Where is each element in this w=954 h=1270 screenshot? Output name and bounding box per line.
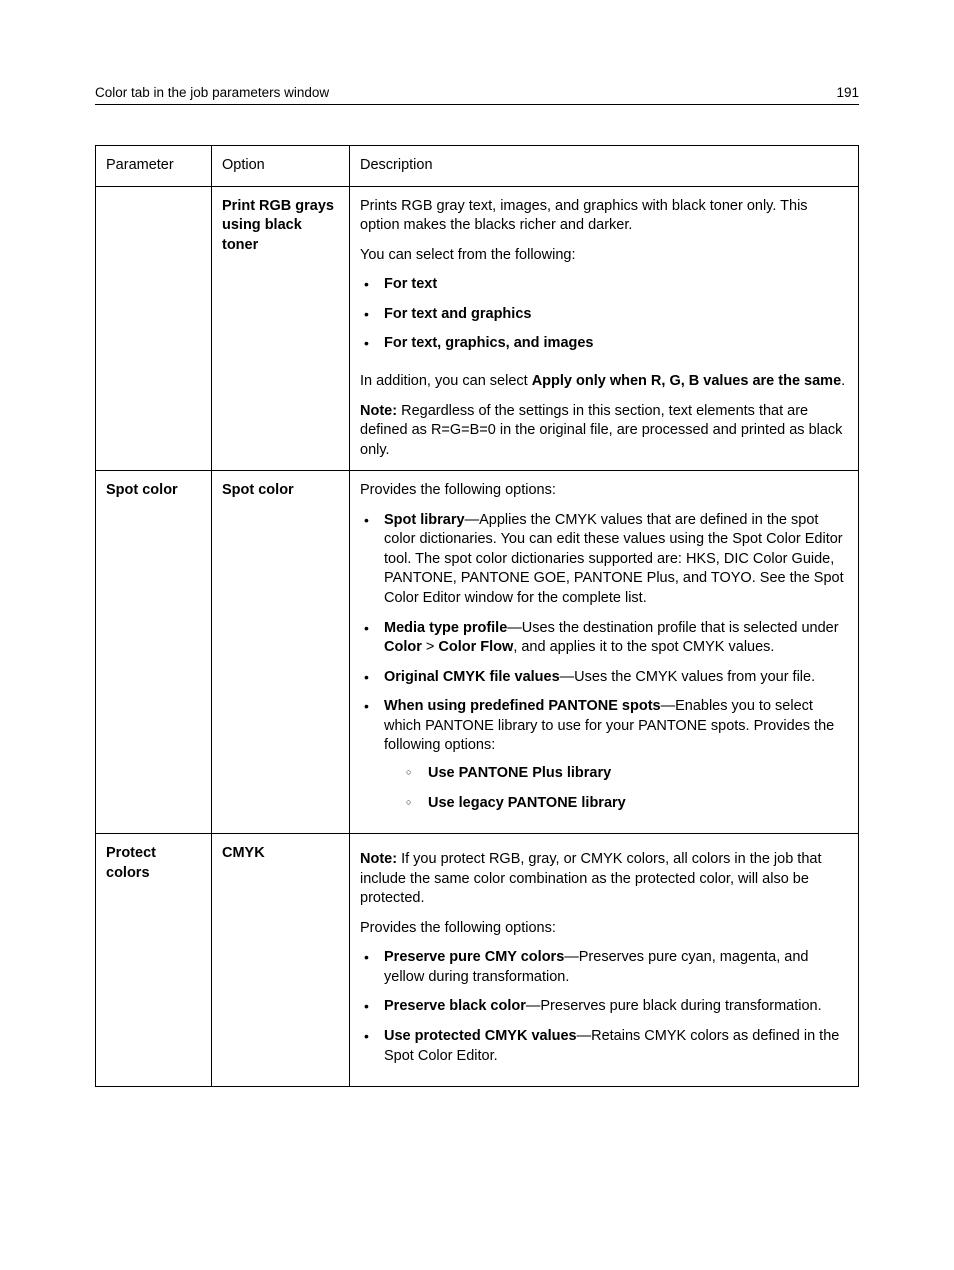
sub-option-list: Use PANTONE Plus library Use legacy PANT… bbox=[384, 764, 848, 813]
col-description: Description bbox=[350, 146, 859, 187]
note-text: Note: If you protect RGB, gray, or CMYK … bbox=[360, 850, 848, 909]
list-item-title: Media type profile bbox=[384, 620, 507, 636]
text-run: If you protect RGB, gray, or CMYK colors… bbox=[360, 851, 822, 906]
list-item-title: Original CMYK file values bbox=[384, 669, 560, 685]
cell-option: Print RGB grays using black toner bbox=[212, 186, 350, 471]
text-run: Regardless of the settings in this secti… bbox=[360, 403, 842, 458]
page-header: Color tab in the job parameters window 1… bbox=[95, 85, 859, 105]
sub-item-label: Use PANTONE Plus library bbox=[428, 765, 611, 781]
list-item: Media type profile—Uses the destination … bbox=[360, 619, 848, 658]
text-run: In addition, you can select bbox=[360, 373, 532, 389]
desc-text: In addition, you can select Apply only w… bbox=[360, 372, 848, 392]
table-row: Print RGB grays using black toner Prints… bbox=[96, 186, 859, 471]
table-header-row: Parameter Option Description bbox=[96, 146, 859, 187]
text-run: —Uses the CMYK values from your file. bbox=[560, 669, 815, 685]
cell-option: CMYK bbox=[212, 834, 350, 1087]
cell-description: Prints RGB gray text, images, and graphi… bbox=[350, 186, 859, 471]
list-item-label: For text, graphics, and images bbox=[384, 335, 594, 351]
list-item-title: Use protected CMYK values bbox=[384, 1028, 577, 1044]
desc-text: You can select from the following: bbox=[360, 246, 848, 266]
page: Color tab in the job parameters window 1… bbox=[0, 0, 954, 1147]
option-list: Spot library—Applies the CMYK values tha… bbox=[360, 511, 848, 813]
note-text: Note: Regardless of the settings in this… bbox=[360, 402, 848, 461]
text-run: . bbox=[841, 373, 845, 389]
list-item-title: When using predefined PANTONE spots bbox=[384, 698, 661, 714]
list-item-title: Preserve black color bbox=[384, 998, 526, 1014]
cell-description: Provides the following options: Spot lib… bbox=[350, 471, 859, 834]
table-row: Protect colors CMYK Note: If you protect… bbox=[96, 834, 859, 1087]
sub-item-label: Use legacy PANTONE library bbox=[428, 795, 626, 811]
col-parameter: Parameter bbox=[96, 146, 212, 187]
parameter-table: Parameter Option Description Print RGB g… bbox=[95, 145, 859, 1087]
text-run-bold: Apply only when R, G, B values are the s… bbox=[532, 373, 841, 389]
note-label: Note: bbox=[360, 403, 397, 419]
text-run: , and applies it to the spot CMYK values… bbox=[513, 639, 774, 655]
page-number: 191 bbox=[836, 85, 859, 100]
header-title: Color tab in the job parameters window bbox=[95, 85, 329, 100]
option-list: Preserve pure CMY colors —Preserves pure … bbox=[360, 948, 848, 1066]
note-label: Note: bbox=[360, 851, 397, 867]
text-run: > bbox=[422, 639, 439, 655]
list-item-title: Spot library bbox=[384, 512, 465, 528]
cell-option: Spot color bbox=[212, 471, 350, 834]
text-run: —Uses the destination profile that is se… bbox=[507, 620, 838, 636]
desc-text: Prints RGB gray text, images, and graphi… bbox=[360, 197, 848, 236]
cell-parameter: Spot color bbox=[96, 471, 212, 834]
table-row: Spot color Spot color Provides the follo… bbox=[96, 471, 859, 834]
list-item: Use protected CMYK values—Retains CMYK c… bbox=[360, 1027, 848, 1066]
cell-parameter bbox=[96, 186, 212, 471]
cell-parameter: Protect colors bbox=[96, 834, 212, 1087]
list-item-title: Preserve pure CMY colors bbox=[384, 949, 564, 965]
text-run: —Preserves pure black during transformat… bbox=[526, 998, 822, 1014]
list-item: Preserve black color—Preserves pure blac… bbox=[360, 997, 848, 1017]
col-option: Option bbox=[212, 146, 350, 187]
desc-text: Provides the following options: bbox=[360, 919, 848, 939]
list-item-label: For text and graphics bbox=[384, 306, 531, 322]
list-item: Preserve pure CMY colors—Preserves pure … bbox=[360, 948, 848, 987]
option-list: For text For text and graphics For text,… bbox=[360, 275, 848, 354]
text-run-bold: Color bbox=[384, 639, 422, 655]
cell-description: Note: If you protect RGB, gray, or CMYK … bbox=[350, 834, 859, 1087]
list-item: Spot library—Applies the CMYK values tha… bbox=[360, 511, 848, 609]
list-item-label: For text bbox=[384, 276, 437, 292]
text-run-bold: Color Flow bbox=[438, 639, 513, 655]
list-item: When using predefined PANTONE spots—Enab… bbox=[360, 697, 848, 813]
desc-text: Provides the following options: bbox=[360, 481, 848, 501]
list-item: Original CMYK file values—Uses the CMYK … bbox=[360, 668, 848, 688]
